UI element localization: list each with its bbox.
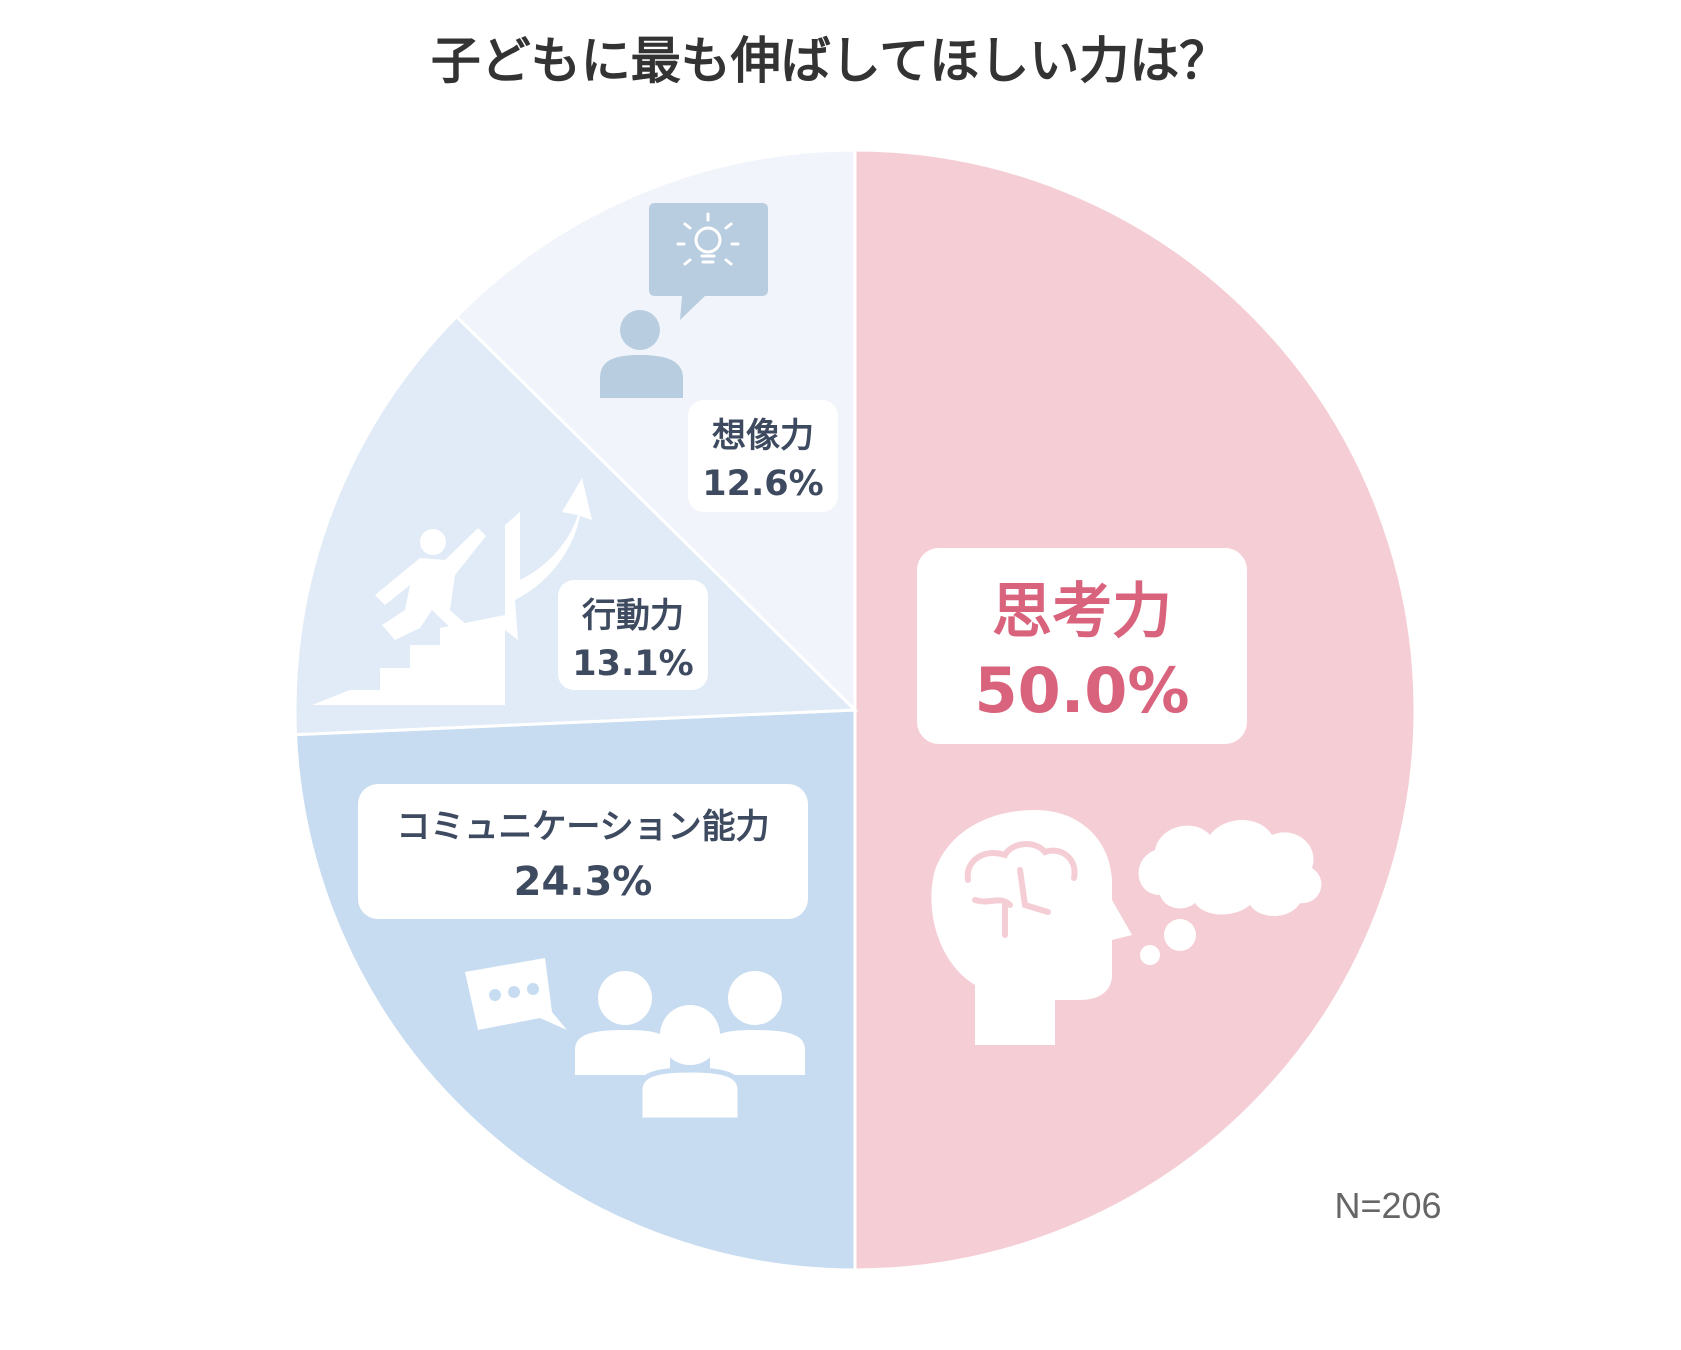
slice-name-action: 行動力 xyxy=(582,596,684,636)
brain-head-thought-icon xyxy=(931,810,1322,1045)
sample-size-note: N=206 xyxy=(1334,1185,1441,1226)
label-box-thinking xyxy=(917,548,1247,744)
label-box-communication xyxy=(358,784,808,919)
slice-value-imagination: 12.6% xyxy=(702,464,823,504)
label-box-action xyxy=(558,580,708,690)
person-idea-icon xyxy=(600,203,768,398)
slice-value-communication: 24.3% xyxy=(514,859,653,905)
climbing-stairs-arrow-icon xyxy=(312,478,592,705)
slice-label-thinking: 思考力 50.0% xyxy=(917,548,1247,744)
group-chat-icon xyxy=(465,958,805,1123)
slice-name-thinking: 思考力 xyxy=(992,577,1172,647)
slice-label-action: 行動力 13.1% xyxy=(558,580,708,690)
slice-value-thinking: 50.0% xyxy=(974,654,1189,727)
label-box-imagination xyxy=(688,400,838,512)
slice-name-communication: コミュニケーション能力 xyxy=(396,807,769,847)
slice-name-imagination: 想像力 xyxy=(712,416,814,456)
slice-label-imagination: 想像力 12.6% xyxy=(688,400,838,512)
chart-title: 子どもに最も伸ばしてほしい力は？ xyxy=(431,32,1230,90)
slice-value-action: 13.1% xyxy=(572,644,693,684)
slice-label-communication: コミュニケーション能力 24.3% xyxy=(358,784,808,919)
